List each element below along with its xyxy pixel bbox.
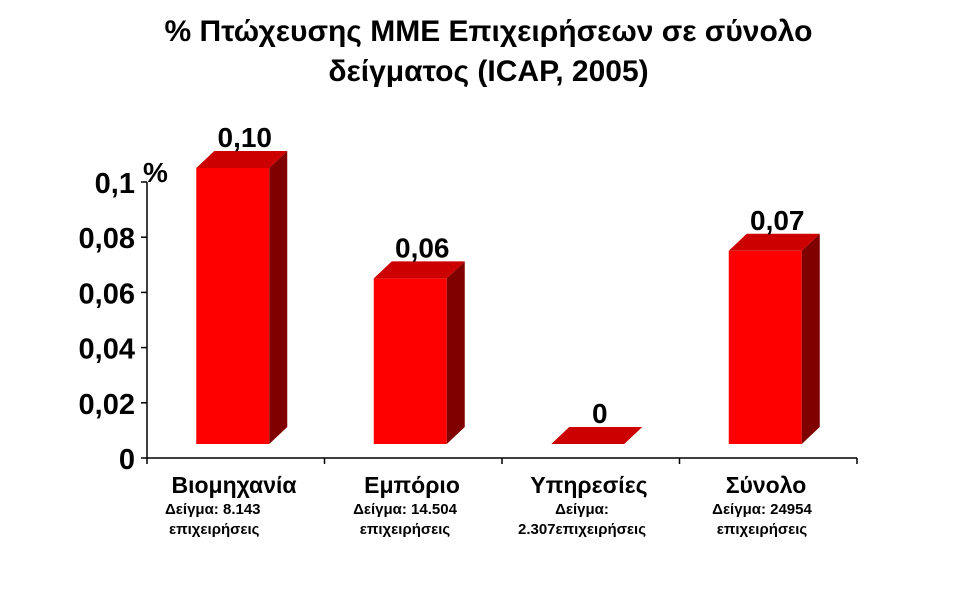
sample-note-line: επιχειρήσεις [716, 521, 808, 538]
sample-note-line: 2.307επιχειρήσεις [517, 521, 647, 538]
chart-title-line-1: % Πτώχευσης ΜΜΕ Επιχειρήσεων σε σύνολο [164, 15, 813, 48]
bar-side [269, 151, 288, 444]
bar-front [728, 250, 802, 444]
sample-note-line: Δείγμα: 8.143 [165, 501, 261, 518]
bar-front [373, 278, 447, 444]
bar-top [373, 261, 465, 279]
sample-note-line: Δείγμα: [555, 501, 609, 518]
bar-side [801, 233, 820, 444]
sample-note-total: Δείγμα: 24954 επιχειρήσεις [697, 500, 827, 540]
sample-note-services: Δείγμα: 2.307επιχειρήσεις [502, 500, 662, 540]
y-axis-unit-label: % [143, 157, 168, 188]
bar-value-label: 0 [592, 398, 608, 429]
sample-note-line: επιχειρήσεις [169, 521, 260, 538]
y-tick-label: 0,08 [79, 223, 135, 255]
category-label-commerce: Εμπόριο [364, 472, 460, 498]
sample-note-commerce: Δείγμα: 14.504 επιχειρήσεις [345, 500, 465, 540]
bar-side [446, 261, 465, 444]
y-tick-label: 0 [119, 444, 135, 476]
sample-note-line: επιχειρήσεις [359, 521, 451, 538]
bar-value-label: 0,10 [218, 122, 273, 153]
sample-note-line: Δείγμα: 14.504 [353, 501, 457, 518]
bar-top [728, 233, 820, 251]
bar-value-label: 0,07 [750, 205, 805, 236]
bar-front [196, 168, 270, 444]
category-label-industry: Βιομηχανία [171, 472, 297, 498]
sample-note-industry: Δείγμα: 8.143 επιχειρήσεις [165, 500, 335, 540]
chart-title-line-2: δείγματος (ICAP, 2005) [328, 55, 649, 88]
y-tick-label: 0,02 [79, 389, 135, 421]
chart-title: % Πτώχευσης ΜΜΕ Επιχειρήσεων σε σύνολο δ… [0, 12, 977, 92]
bar-value-label: 0,06 [395, 232, 450, 263]
bar-top [196, 151, 288, 168]
y-tick-label: 0,06 [79, 278, 135, 310]
sample-note-line: Δείγμα: 24954 [712, 501, 812, 518]
category-label-services: Υπηρεσίες [530, 472, 648, 498]
y-tick-label: 0,04 [79, 334, 135, 366]
y-tick-label: 0,1 [95, 168, 135, 200]
category-label-total: Σύνολο [725, 472, 807, 498]
bar-top [551, 427, 643, 444]
